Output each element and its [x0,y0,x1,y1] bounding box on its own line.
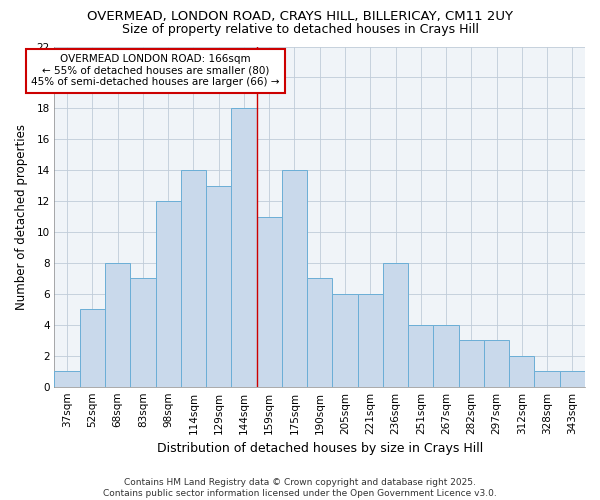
Bar [206,186,231,386]
Text: Size of property relative to detached houses in Crays Hill: Size of property relative to detached ho… [121,22,479,36]
Bar [155,201,181,386]
Bar [358,294,383,386]
Bar [282,170,307,386]
Bar [257,216,282,386]
Bar [458,340,484,386]
Bar [55,371,80,386]
Text: OVERMEAD LONDON ROAD: 166sqm
← 55% of detached houses are smaller (80)
45% of se: OVERMEAD LONDON ROAD: 166sqm ← 55% of de… [31,54,280,88]
Bar [231,108,257,386]
Bar [433,325,458,386]
Text: OVERMEAD, LONDON ROAD, CRAYS HILL, BILLERICAY, CM11 2UY: OVERMEAD, LONDON ROAD, CRAYS HILL, BILLE… [87,10,513,23]
Bar [560,371,585,386]
Text: Contains HM Land Registry data © Crown copyright and database right 2025.
Contai: Contains HM Land Registry data © Crown c… [103,478,497,498]
Bar [408,325,433,386]
X-axis label: Distribution of detached houses by size in Crays Hill: Distribution of detached houses by size … [157,442,483,455]
Bar [181,170,206,386]
Bar [383,263,408,386]
Bar [509,356,535,386]
Bar [80,310,105,386]
Bar [105,263,130,386]
Bar [484,340,509,386]
Bar [130,278,155,386]
Bar [307,278,332,386]
Bar [535,371,560,386]
Bar [332,294,358,386]
Y-axis label: Number of detached properties: Number of detached properties [15,124,28,310]
